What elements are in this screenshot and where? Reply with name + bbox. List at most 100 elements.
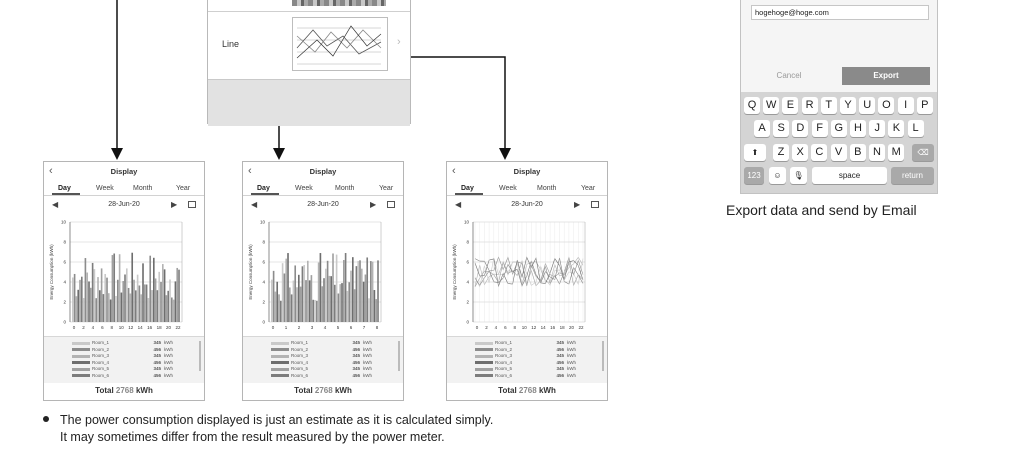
bar [86, 272, 89, 322]
next-date-icon[interactable]: ▶ [171, 200, 178, 209]
prev-date-icon[interactable]: ◀ [251, 200, 258, 209]
tab-year[interactable]: Year [379, 185, 394, 192]
key-h[interactable]: H [850, 120, 866, 137]
legend-value: 345 [352, 340, 360, 345]
next-date-icon[interactable]: ▶ [574, 200, 581, 209]
tab-week[interactable]: Week [295, 185, 313, 192]
bar [113, 253, 116, 322]
key-x[interactable]: X [792, 144, 809, 161]
bar [154, 278, 157, 322]
emoji-key[interactable]: ☺ [769, 167, 786, 184]
legend-scrollbar[interactable] [398, 341, 400, 371]
legend-row: Room_3 345 kWh [447, 353, 607, 359]
calendar-icon[interactable] [188, 201, 196, 208]
key-c[interactable]: C [811, 144, 828, 161]
key-f[interactable]: F [811, 120, 828, 137]
legend-scrollbar[interactable] [602, 341, 604, 371]
room-legend: Room_1 345 kWh Room_2 456 kWh Room_3 345 kWh Room… [44, 336, 204, 383]
bar-graph-thumbnail[interactable] [292, 0, 386, 6]
note-line-2: It may sometimes differ from the result … [60, 430, 445, 444]
legend-swatch [271, 348, 289, 351]
disclaimer-note: The power consumption displayed is just … [60, 412, 493, 446]
shift-key[interactable]: ⬆ [744, 144, 766, 161]
back-icon[interactable]: ‹ [248, 165, 252, 177]
x-tick-label: 4 [324, 325, 327, 330]
email-field[interactable]: hogehoge@hoge.com [751, 5, 929, 20]
key-r[interactable]: R [801, 97, 818, 114]
key-b[interactable]: B [849, 144, 866, 161]
key-t[interactable]: T [820, 97, 837, 114]
series-line [474, 257, 584, 287]
phone-bar-graph-day: ‹ Display Day Week Month Year ◀ 28-Jun-2… [43, 161, 205, 401]
key-y[interactable]: Y [840, 97, 856, 114]
x-tick-label: 10 [119, 325, 125, 330]
legend-unit: kWh [567, 372, 576, 378]
key-n[interactable]: N [869, 144, 885, 161]
calendar-icon[interactable] [387, 201, 395, 208]
x-tick-label: 20 [166, 325, 172, 330]
line-graph-thumbnail[interactable] [292, 17, 388, 71]
legend-row: Room_2 456 kWh [243, 347, 403, 353]
bar [307, 260, 309, 322]
space-key[interactable]: space [812, 167, 887, 184]
key-u[interactable]: U [859, 97, 876, 114]
key-j[interactable]: J [869, 120, 886, 137]
bar [343, 260, 345, 322]
tab-month[interactable]: Month [537, 185, 557, 192]
tab-week[interactable]: Week [96, 185, 114, 192]
bar [316, 300, 318, 322]
bar [81, 276, 83, 322]
key-e[interactable]: E [782, 97, 799, 114]
key-v[interactable]: V [830, 144, 847, 161]
tab-year[interactable]: Year [176, 185, 191, 192]
back-icon[interactable]: ‹ [452, 165, 456, 177]
tab-month[interactable]: Month [133, 185, 153, 192]
microphone-key[interactable]: 🎙 [790, 167, 807, 184]
legend-value: 456 [352, 346, 360, 352]
key-k[interactable]: K [888, 120, 905, 137]
bar [321, 286, 324, 322]
numbers-key[interactable]: 123 [744, 167, 764, 184]
return-key[interactable]: return [891, 167, 934, 184]
key-d[interactable]: D [792, 120, 809, 137]
bar [377, 260, 379, 322]
key-z[interactable]: Z [773, 144, 789, 161]
prev-date-icon[interactable]: ◀ [455, 200, 462, 209]
key-g[interactable]: G [830, 120, 847, 137]
key-o[interactable]: O [878, 97, 895, 114]
total-label: Total 2768 kWh [95, 386, 153, 395]
bar [359, 260, 361, 322]
tab-day[interactable]: Day [58, 185, 71, 192]
legend-swatch [271, 374, 289, 377]
bar [335, 254, 338, 322]
screen-title: Display [513, 167, 541, 176]
key-i[interactable]: I [897, 97, 914, 114]
x-tick-label: 8 [514, 325, 517, 330]
tab-year[interactable]: Year [581, 185, 596, 192]
key-s[interactable]: S [773, 120, 790, 137]
export-button[interactable]: Export [842, 67, 930, 85]
tab-month[interactable]: Month [335, 185, 355, 192]
legend-swatch [72, 374, 90, 377]
cancel-button[interactable]: Cancel [776, 71, 802, 80]
backspace-key[interactable]: ⌫ [912, 144, 934, 161]
prev-date-icon[interactable]: ◀ [52, 200, 59, 209]
chevron-right-icon[interactable]: › [397, 36, 401, 48]
legend-scrollbar[interactable] [199, 341, 201, 371]
tab-week[interactable]: Week [499, 185, 517, 192]
bar [344, 253, 347, 322]
key-w[interactable]: W [763, 97, 780, 114]
next-date-icon[interactable]: ▶ [370, 200, 377, 209]
key-q[interactable]: Q [744, 97, 760, 114]
back-icon[interactable]: ‹ [49, 165, 53, 177]
calendar-icon[interactable] [591, 201, 599, 208]
legend-swatch [475, 341, 493, 345]
key-m[interactable]: M [888, 144, 905, 161]
key-p[interactable]: P [916, 97, 933, 114]
legend-value: 456 [352, 372, 360, 378]
tab-day[interactable]: Day [257, 185, 270, 192]
key-l[interactable]: L [907, 120, 924, 137]
tab-day[interactable]: Day [461, 185, 474, 192]
legend-value: 456 [153, 372, 161, 378]
key-a[interactable]: A [754, 120, 770, 137]
